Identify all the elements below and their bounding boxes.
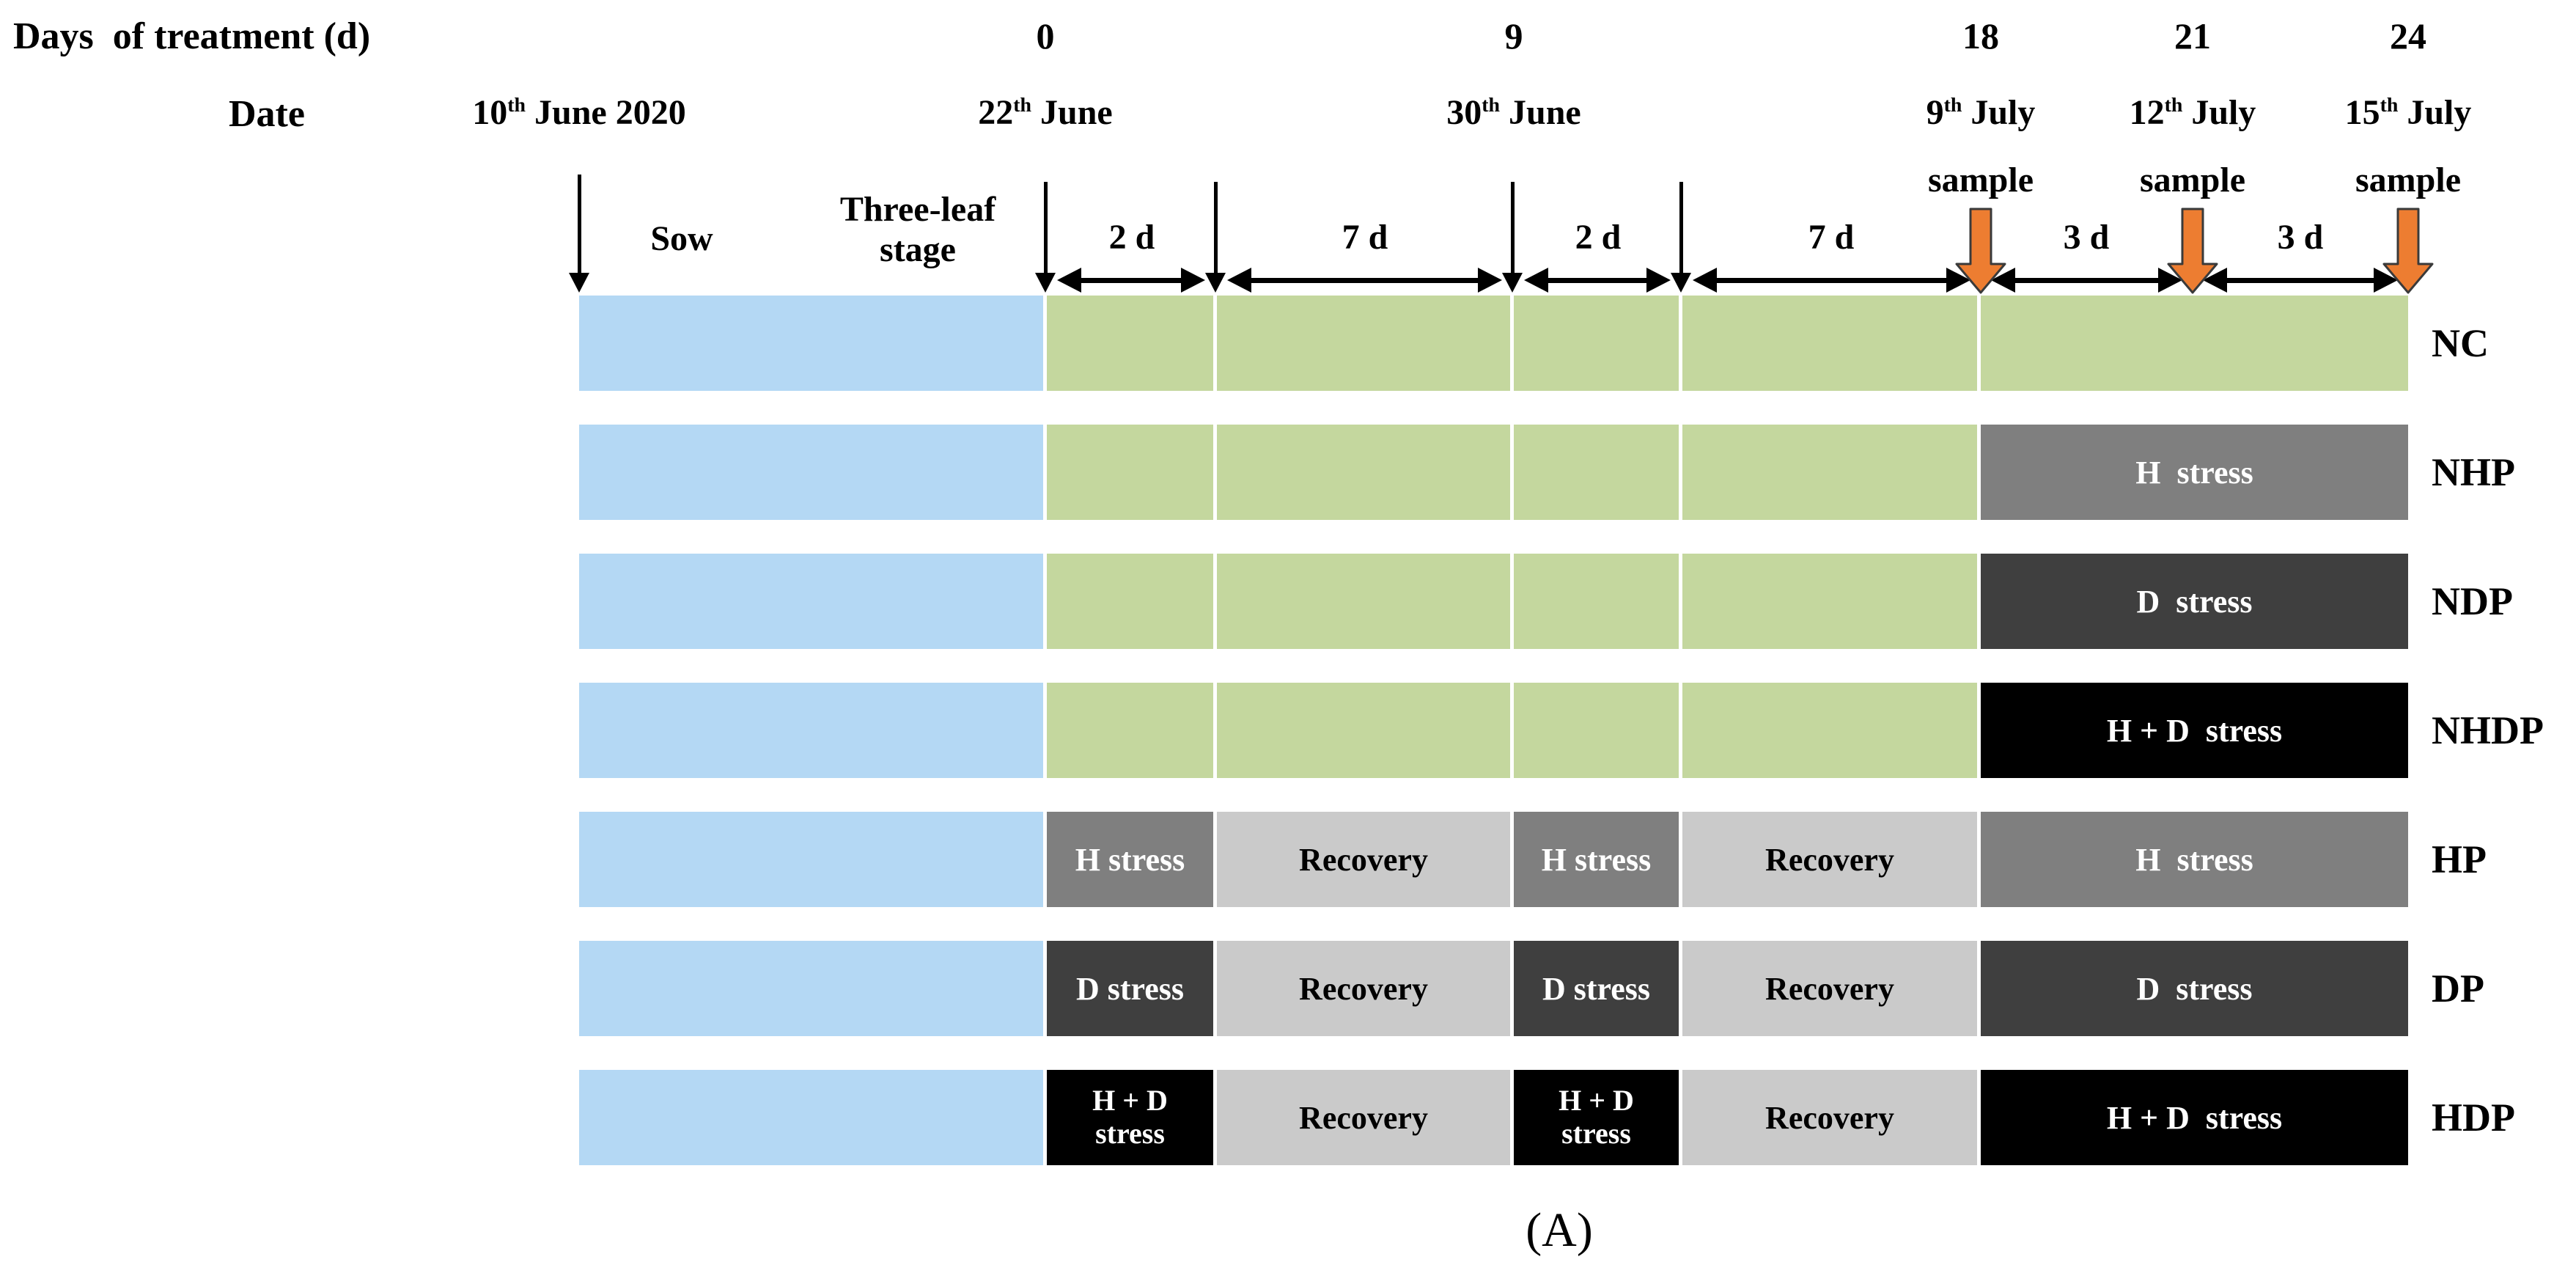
nc-normal-seg-5	[1981, 296, 2408, 391]
day-tick-21: 21	[2174, 15, 2211, 56]
date-12-july: 12th July	[2129, 93, 2256, 132]
hp-recovery-block-1: Recovery	[1217, 812, 1510, 907]
hdp-combined-stress-block-2: H + D stress	[1514, 1070, 1679, 1165]
interval-label-2d-2: 2 d	[1575, 218, 1622, 257]
date-9-july: 9th July	[1926, 93, 2036, 132]
day11-down-arrow-icon	[1671, 182, 1691, 293]
row-label-nhp: NHP	[2432, 450, 2515, 494]
nhp-normal-seg-1	[1047, 425, 1213, 520]
hdp-pre-sowing-bar	[579, 1070, 1043, 1165]
hdp-combined-stress-block-1: H + D stress	[1047, 1070, 1213, 1165]
interval-label-7d-1: 7 d	[1342, 218, 1388, 257]
interval-label-7d-2: 7 d	[1808, 218, 1855, 257]
row-label-dp: DP	[2432, 966, 2484, 1010]
nhdp-combined-stress-block: H + D stress	[1981, 683, 2408, 778]
sow-label: Sow	[650, 219, 713, 258]
ndp-normal-seg-2	[1217, 554, 1510, 649]
dp-drought-stress-block-2: D stress	[1514, 941, 1679, 1036]
row-nhdp: H + D stress NHDP	[0, 683, 2576, 778]
row-hdp: H + D stress Recovery H + D stress Recov…	[0, 1070, 2576, 1165]
nc-normal-seg-1	[1047, 296, 1213, 391]
row-label-nc: NC	[2432, 321, 2489, 365]
day2-down-arrow-icon	[1205, 182, 1226, 293]
hdp-recovery-block-1: Recovery	[1217, 1070, 1510, 1165]
ndp-drought-stress-block: D stress	[1981, 554, 2408, 649]
row-dp: D stress Recovery D stress Recovery D st…	[0, 941, 2576, 1036]
dp-drought-stress-block-3: D stress	[1981, 941, 2408, 1036]
hp-heat-stress-block-1: H stress	[1047, 812, 1213, 907]
interval-label-3d-2: 3 d	[2277, 218, 2324, 257]
interval-arrow-3d-1	[1991, 268, 2182, 293]
sample-arrow-icon-21d	[2167, 208, 2218, 294]
date-label: Date	[229, 93, 305, 135]
nhp-normal-seg-3	[1514, 425, 1679, 520]
ndp-normal-seg-3	[1514, 554, 1679, 649]
interval-label-3d-1: 3 d	[2063, 218, 2110, 257]
row-label-hp: HP	[2432, 837, 2487, 881]
ndp-normal-seg-1	[1047, 554, 1213, 649]
sample-label-21d: sample	[2140, 161, 2245, 199]
sample-arrow-icon-24d	[2382, 208, 2434, 294]
ndp-normal-seg-4	[1682, 554, 1977, 649]
hp-heat-stress-block-2: H stress	[1514, 812, 1679, 907]
hp-heat-stress-block-3: H stress	[1981, 812, 2408, 907]
interval-arrow-3d-2	[2203, 268, 2398, 293]
row-label-nhdp: NHDP	[2432, 708, 2544, 752]
nc-normal-seg-3	[1514, 296, 1679, 391]
nc-normal-seg-2	[1217, 296, 1510, 391]
interval-arrow-7d-2	[1693, 268, 1970, 293]
hdp-combined-stress-block-3: H + D stress	[1981, 1070, 2408, 1165]
row-label-ndp: NDP	[2432, 579, 2513, 623]
nhdp-normal-seg-3	[1514, 683, 1679, 778]
day9-down-arrow-icon	[1502, 182, 1523, 293]
date-10-june-2020: 10th June 2020	[472, 93, 686, 132]
nhp-normal-seg-2	[1217, 425, 1510, 520]
day0-down-arrow-icon	[1035, 182, 1056, 293]
ndp-pre-sowing-bar	[579, 554, 1043, 649]
sample-label-18d: sample	[1928, 161, 2034, 199]
nhp-pre-sowing-bar	[579, 425, 1043, 520]
hp-pre-sowing-bar	[579, 812, 1043, 907]
day-tick-24: 24	[2390, 15, 2426, 56]
nhdp-normal-seg-1	[1047, 683, 1213, 778]
date-30-june: 30th June	[1446, 93, 1581, 132]
interval-arrow-2d-1	[1057, 268, 1205, 293]
figure-panel-caption: (A)	[1526, 1203, 1593, 1257]
nc-normal-seg-4	[1682, 296, 1977, 391]
row-nc: NC	[0, 296, 2576, 391]
day-tick-9: 9	[1504, 15, 1523, 56]
interval-label-2d-1: 2 d	[1108, 218, 1155, 257]
row-ndp: D stress NDP	[0, 554, 2576, 649]
date-15-july: 15th July	[2344, 93, 2472, 132]
nhp-heat-stress-block: H stress	[1981, 425, 2408, 520]
nhp-normal-seg-4	[1682, 425, 1977, 520]
nhdp-normal-seg-2	[1217, 683, 1510, 778]
interval-arrow-7d-1	[1227, 268, 1502, 293]
hdp-recovery-block-2: Recovery	[1682, 1070, 1977, 1165]
row-hp: H stress Recovery H stress Recovery H st…	[0, 812, 2576, 907]
nhdp-normal-seg-4	[1682, 683, 1977, 778]
day-tick-18: 18	[1962, 15, 1999, 56]
nhdp-pre-sowing-bar	[579, 683, 1043, 778]
row-label-hdp: HDP	[2432, 1096, 2515, 1140]
dp-drought-stress-block-1: D stress	[1047, 941, 1213, 1036]
dp-pre-sowing-bar	[579, 941, 1043, 1036]
hp-recovery-block-2: Recovery	[1682, 812, 1977, 907]
date-22-june: 22th June	[978, 93, 1113, 132]
row-nhp: H stress NHP	[0, 425, 2576, 520]
sample-arrow-icon-18d	[1955, 208, 2006, 294]
dp-recovery-block-1: Recovery	[1217, 941, 1510, 1036]
interval-arrow-2d-2	[1524, 268, 1671, 293]
nc-pre-sowing-bar	[579, 296, 1043, 391]
dp-recovery-block-2: Recovery	[1682, 941, 1977, 1036]
day-tick-0: 0	[1036, 15, 1055, 56]
three-leaf-stage-label: Three-leaf stage	[839, 190, 996, 270]
days-of-treatment-label: Days of treatment (d)	[13, 15, 371, 57]
sample-label-24d: sample	[2355, 161, 2461, 199]
sow-down-arrow-icon	[569, 175, 589, 293]
